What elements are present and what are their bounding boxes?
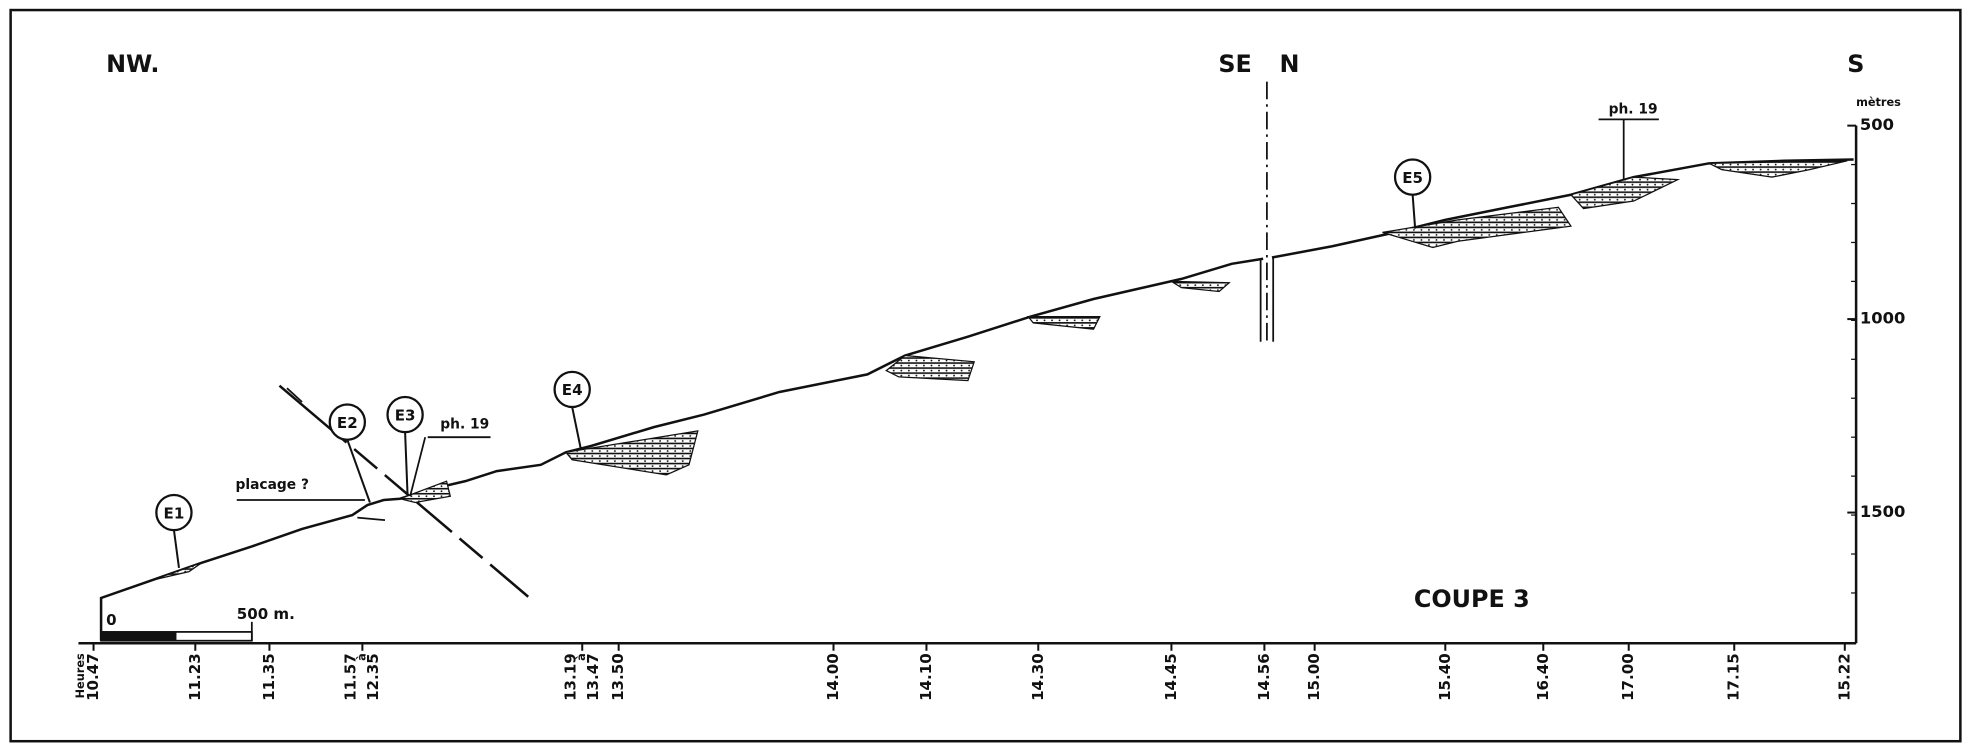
cross-section: NW. SE N S COUPE 3 placage ? ph. 19 ph. …	[0, 0, 1971, 750]
time-label: 16.40	[1534, 653, 1552, 701]
time-label: 12.35	[364, 653, 382, 701]
time-label: 13.47	[584, 653, 602, 701]
orientation-label: S	[1847, 50, 1864, 78]
orientation-label: SE	[1218, 50, 1251, 78]
time-label: 14.56	[1255, 653, 1273, 701]
station-leader	[1413, 195, 1416, 229]
station-label: E3	[395, 406, 416, 424]
axis-unit: mètres	[1856, 96, 1901, 109]
scale-label: 0	[106, 611, 116, 629]
scale-label: 500 m.	[237, 605, 295, 623]
frame	[11, 10, 1961, 741]
time-label: 15.00	[1305, 653, 1323, 701]
annotation: placage ?	[236, 477, 309, 493]
altitude-label: 500	[1860, 115, 1894, 134]
altitude-label: 1500	[1860, 502, 1905, 521]
time-label: 15.22	[1835, 653, 1853, 701]
time-label: 14.30	[1029, 653, 1047, 701]
station-leader	[405, 432, 408, 496]
orientation-label: N	[1279, 50, 1299, 78]
station-label: E1	[164, 504, 185, 522]
time-label: 17.15	[1725, 653, 1743, 701]
time-label: 11.35	[260, 653, 278, 701]
time-label: 14.10	[917, 653, 935, 701]
station-leader	[572, 407, 581, 450]
time-label: 17.00	[1619, 653, 1637, 701]
section-title: COUPE 3	[1414, 585, 1530, 613]
time-label: 11.23	[186, 653, 204, 701]
time-label: 15.40	[1436, 653, 1454, 701]
orientation-label: NW.	[106, 50, 159, 78]
altitude-label: 1000	[1860, 309, 1905, 328]
time-label: 13.50	[609, 653, 627, 701]
page: {"header": {"left": "NW.", "middle_left"…	[0, 0, 1971, 750]
time-label: 14.00	[824, 653, 842, 701]
station-label: E4	[562, 381, 583, 399]
fault-trace	[357, 518, 385, 521]
time-label: 10.47	[84, 653, 102, 701]
photo-leader	[410, 437, 425, 496]
annotation: ph. 19	[1609, 101, 1658, 117]
strata	[151, 161, 1847, 581]
station-label: E5	[1402, 169, 1423, 187]
annotation: ph. 19	[440, 417, 489, 433]
station-leader	[347, 440, 370, 503]
station-label: E2	[337, 414, 358, 432]
station-leader	[174, 530, 179, 568]
time-label: 14.45	[1162, 653, 1180, 701]
scale-bar-fill	[101, 632, 176, 641]
